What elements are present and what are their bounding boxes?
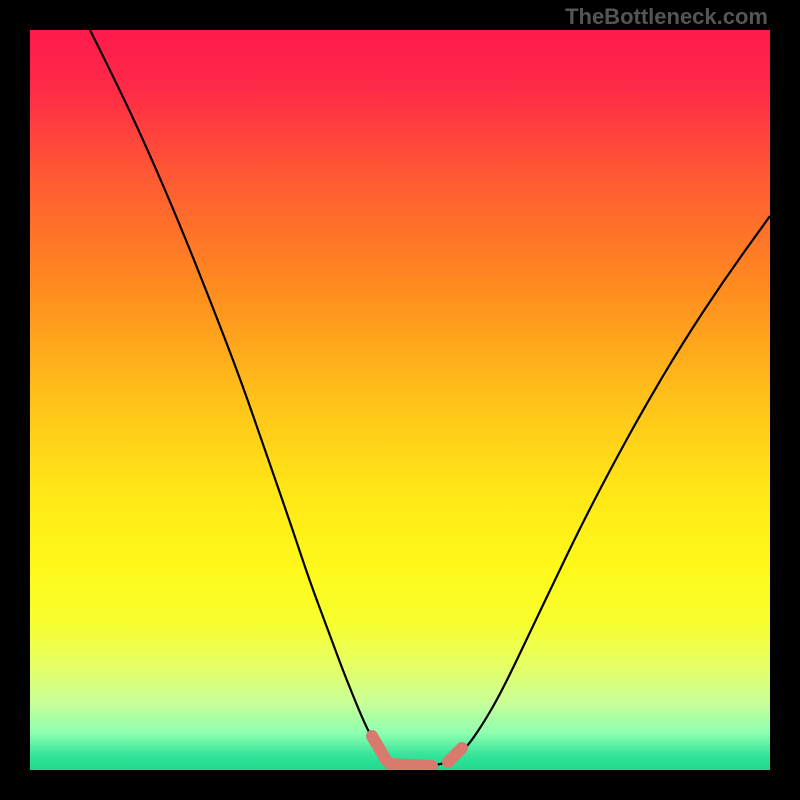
plot-area — [30, 30, 770, 770]
bottleneck-curve — [90, 30, 770, 766]
valley-marker-2 — [448, 748, 462, 762]
valley-marker-0 — [372, 736, 386, 760]
watermark-text: TheBottleneck.com — [565, 4, 768, 30]
valley-marker-1 — [390, 764, 432, 766]
curve-layer — [30, 30, 770, 770]
